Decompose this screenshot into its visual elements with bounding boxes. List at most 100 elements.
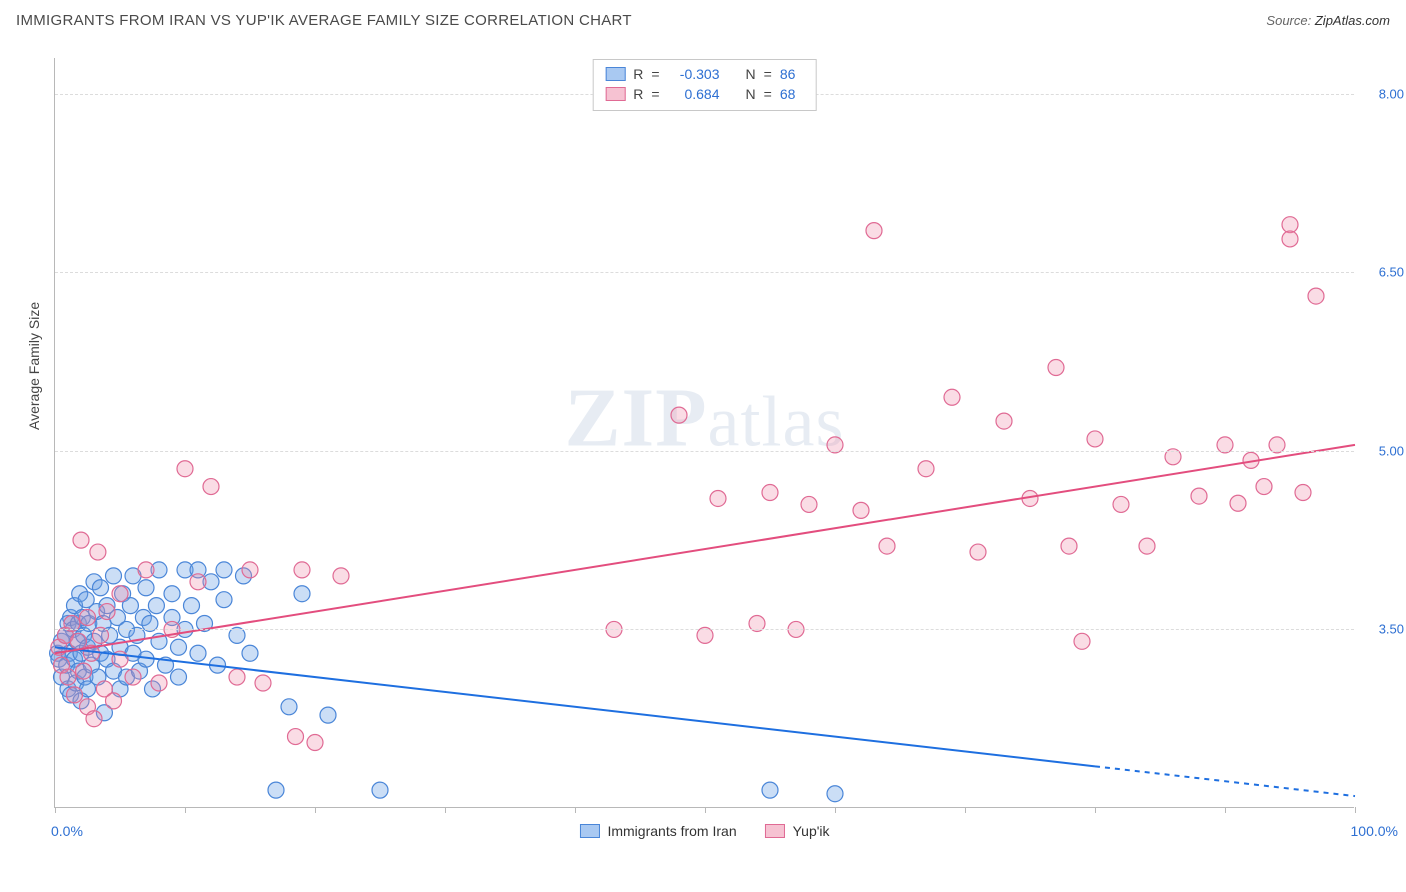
n-value-yupik: 68 [780, 84, 804, 104]
r-value-iran: -0.303 [668, 64, 720, 84]
legend-item-iran: Immigrants from Iran [579, 823, 736, 839]
scatter-point [879, 538, 895, 554]
scatter-point [827, 786, 843, 802]
scatter-point [216, 592, 232, 608]
scatter-point [125, 669, 141, 685]
scatter-point [1061, 538, 1077, 554]
x-tick [575, 807, 576, 813]
scatter-point [320, 707, 336, 723]
trend-line [55, 445, 1355, 653]
scatter-point [106, 693, 122, 709]
gridline [55, 272, 1354, 273]
scatter-point [1074, 633, 1090, 649]
scatter-point [164, 586, 180, 602]
scatter-point [216, 562, 232, 578]
scatter-point [307, 735, 323, 751]
scatter-point [67, 687, 83, 703]
scatter-point [853, 502, 869, 518]
scatter-point [970, 544, 986, 560]
scatter-point [203, 479, 219, 495]
x-tick [835, 807, 836, 813]
scatter-point [73, 532, 89, 548]
scatter-point [281, 699, 297, 715]
x-tick [705, 807, 706, 813]
chart-title: IMMIGRANTS FROM IRAN VS YUP'IK AVERAGE F… [16, 12, 632, 29]
scatter-point [70, 633, 86, 649]
y-tick-label: 8.00 [1360, 86, 1404, 101]
swatch-iran-icon [579, 824, 599, 838]
x-tick [1355, 807, 1356, 813]
scatter-point [996, 413, 1012, 429]
scatter-point [1308, 288, 1324, 304]
scatter-point [242, 562, 258, 578]
scatter-point [76, 663, 92, 679]
scatter-point [333, 568, 349, 584]
scatter-point [171, 669, 187, 685]
x-end-label: 100.0% [1351, 823, 1398, 839]
legend-item-yupik: Yup'ik [765, 823, 830, 839]
scatter-point [1256, 479, 1272, 495]
x-tick [1225, 807, 1226, 813]
n-value-iran: 86 [780, 64, 804, 84]
swatch-iran [605, 67, 625, 81]
scatter-point [268, 782, 284, 798]
scatter-point [1139, 538, 1155, 554]
x-tick [445, 807, 446, 813]
source-label: Source: [1266, 13, 1311, 28]
scatter-point [60, 669, 76, 685]
r-value-yupik: 0.684 [668, 84, 720, 104]
scatter-point [93, 580, 109, 596]
gridline [55, 629, 1354, 630]
gridline [55, 451, 1354, 452]
scatter-point [229, 669, 245, 685]
scatter-point [762, 485, 778, 501]
scatter-point [184, 598, 200, 614]
chart-header: IMMIGRANTS FROM IRAN VS YUP'IK AVERAGE F… [0, 0, 1406, 40]
scatter-point [944, 389, 960, 405]
scatter-point [294, 586, 310, 602]
scatter-point [294, 562, 310, 578]
scatter-point [242, 645, 258, 661]
x-start-label: 0.0% [51, 823, 83, 839]
scatter-point [1282, 217, 1298, 233]
scatter-point [171, 639, 187, 655]
scatter-point [1087, 431, 1103, 447]
y-axis-title: Average Family Size [26, 302, 42, 430]
legend-label-iran: Immigrants from Iran [607, 823, 736, 839]
scatter-point [1048, 360, 1064, 376]
scatter-point [190, 645, 206, 661]
stats-row-iran: R = -0.303 N = 86 [605, 64, 804, 84]
x-tick [1095, 807, 1096, 813]
scatter-point [1113, 496, 1129, 512]
x-tick [965, 807, 966, 813]
source-value: ZipAtlas.com [1315, 13, 1390, 28]
y-tick-label: 3.50 [1360, 622, 1404, 637]
scatter-point [112, 586, 128, 602]
scatter-point [138, 580, 154, 596]
trend-line [55, 647, 1095, 766]
scatter-point [90, 544, 106, 560]
scatter-svg [55, 58, 1354, 807]
scatter-point [288, 729, 304, 745]
scatter-point [918, 461, 934, 477]
scatter-point [99, 604, 115, 620]
y-tick-label: 6.50 [1360, 265, 1404, 280]
scatter-point [671, 407, 687, 423]
scatter-point [106, 568, 122, 584]
scatter-point [148, 598, 164, 614]
legend-label-yupik: Yup'ik [793, 823, 830, 839]
stats-row-yupik: R = 0.684 N = 68 [605, 84, 804, 104]
y-tick-label: 5.00 [1360, 443, 1404, 458]
scatter-point [710, 490, 726, 506]
plot-area: ZIPatlas R = -0.303 N = 86 R = 0.684 N =… [54, 58, 1354, 808]
scatter-point [801, 496, 817, 512]
scatter-point [762, 782, 778, 798]
scatter-point [1295, 485, 1311, 501]
source-attribution: Source: ZipAtlas.com [1266, 13, 1390, 28]
stats-legend: R = -0.303 N = 86 R = 0.684 N = 68 [592, 59, 817, 111]
scatter-point [1191, 488, 1207, 504]
scatter-point [372, 782, 388, 798]
trend-line-dashed [1095, 766, 1355, 796]
scatter-point [255, 675, 271, 691]
scatter-point [866, 223, 882, 239]
